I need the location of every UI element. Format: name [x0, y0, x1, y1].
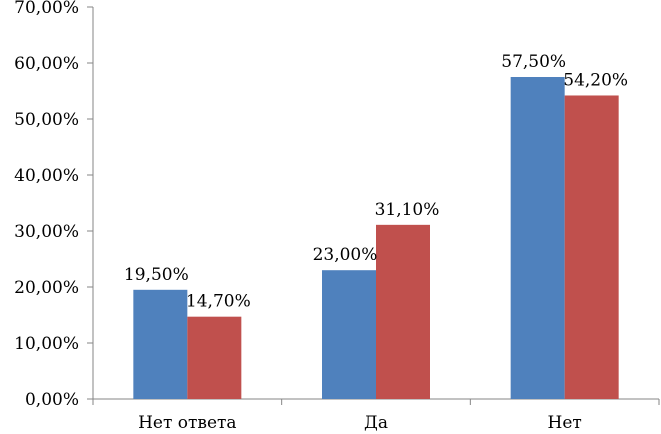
- bar-value-label: 54,20%: [563, 70, 628, 90]
- bar-value-label: 23,00%: [313, 245, 378, 265]
- y-tick-label: 60,00%: [14, 54, 79, 74]
- chart-axes: 0,00% 10,00% 20,00% 30,00% 40,00% 50,00% 60,00…: [14, 0, 660, 433]
- bar: [510, 77, 565, 399]
- bar: [322, 270, 376, 399]
- x-category-label: Нет: [548, 413, 582, 433]
- bar: [187, 316, 242, 399]
- chart-bars: [133, 77, 619, 399]
- bar: [376, 224, 430, 399]
- x-category-label: Нет ответа: [138, 413, 237, 433]
- bar-value-label: 31,10%: [375, 200, 440, 220]
- y-tick-label: 50,00%: [14, 110, 79, 130]
- y-tick-label: 70,00%: [14, 0, 79, 18]
- y-tick-label: 10,00%: [14, 334, 79, 354]
- bar-value-label: 14,70%: [186, 292, 251, 312]
- x-category-label: Да: [364, 413, 388, 433]
- bar-value-label: 57,50%: [501, 52, 566, 72]
- y-tick-label: 40,00%: [14, 166, 79, 186]
- y-tick-label: 30,00%: [14, 222, 79, 242]
- chart-labels: 19,50% 23,00% 57,50% 14,70% 31,10% 54,20%: [124, 52, 628, 312]
- bar: [133, 289, 188, 399]
- bar: [564, 95, 619, 399]
- bar-value-label: 19,50%: [124, 265, 189, 285]
- y-tick-label: 20,00%: [14, 278, 79, 298]
- y-tick-label: 0,00%: [25, 390, 79, 410]
